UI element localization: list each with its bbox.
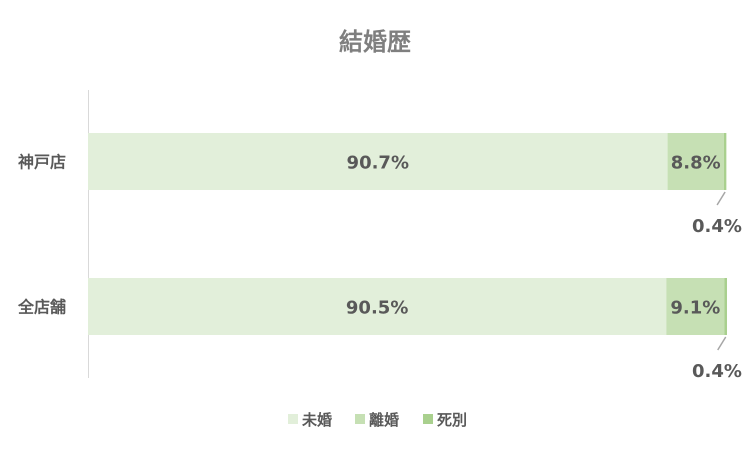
data-label: 8.8%: [671, 153, 721, 174]
chart-title: 結婚歴: [339, 28, 411, 56]
legend-label: 離婚: [369, 411, 399, 429]
legend-label: 未婚: [301, 411, 332, 429]
data-label: 9.1%: [670, 298, 720, 319]
bar-segment: [723, 133, 727, 190]
legend-swatch: [423, 414, 433, 424]
leader-line: [717, 336, 727, 351]
leader-line: [716, 191, 726, 206]
bar-segment: [724, 278, 727, 335]
data-label: 90.5%: [346, 298, 408, 319]
legend-swatch: [288, 414, 298, 424]
data-label: 0.4%: [692, 216, 742, 237]
category-label: 神戸店: [18, 153, 66, 172]
bar-segment: [666, 278, 725, 335]
bar-segment: [88, 133, 668, 190]
bar-segment: [88, 278, 667, 335]
data-label: 90.7%: [347, 153, 409, 174]
bar-segment: [667, 133, 724, 190]
data-label: 0.4%: [692, 361, 742, 382]
legend-swatch: [355, 414, 365, 424]
category-label: 全店舗: [17, 298, 66, 317]
legend-label: 死別: [437, 411, 467, 429]
